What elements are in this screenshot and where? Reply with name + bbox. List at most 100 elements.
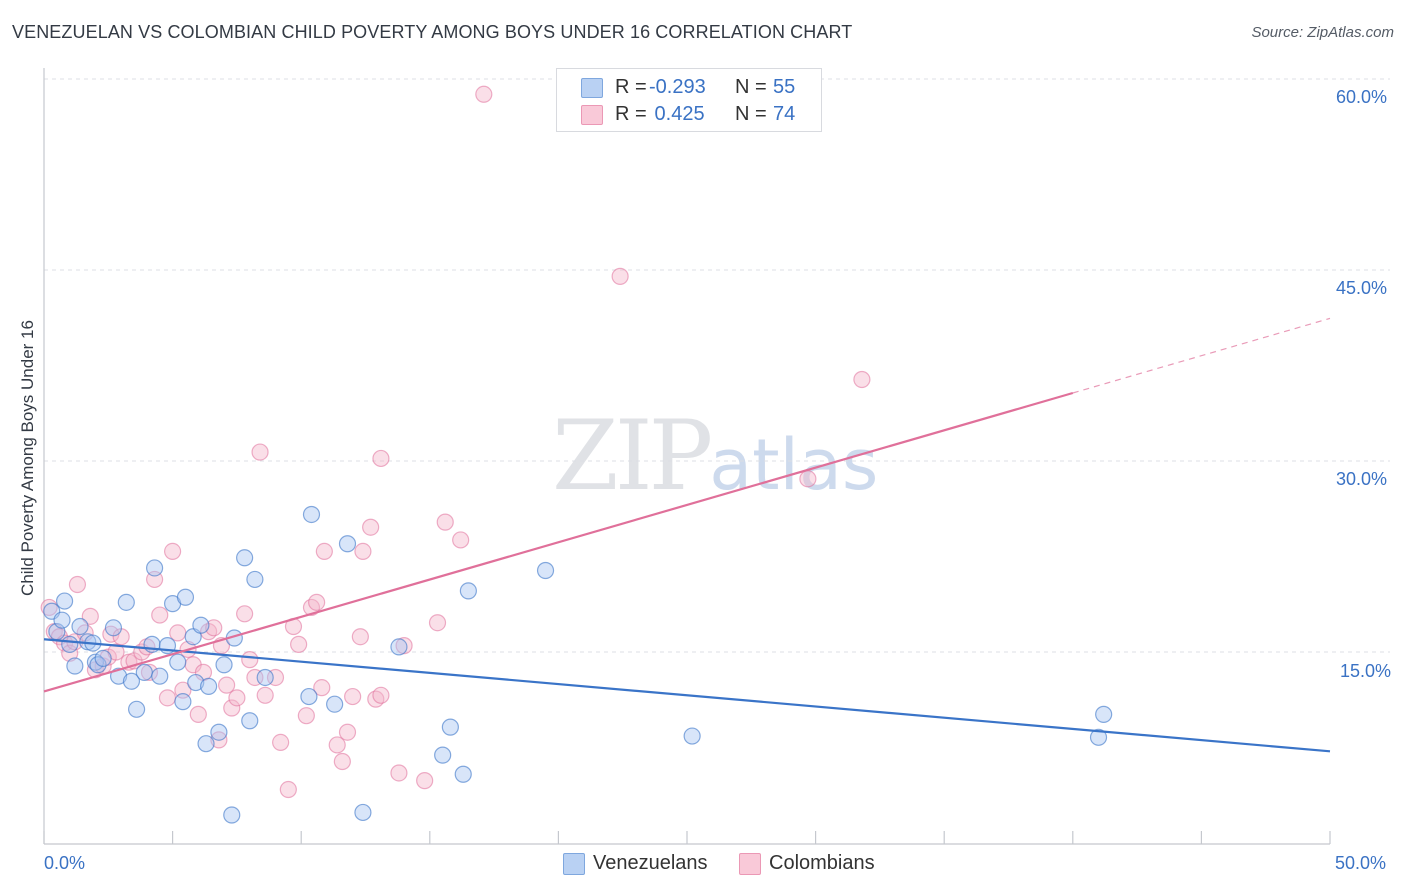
venezuelan-point <box>256 668 274 687</box>
colombian-point <box>799 470 817 488</box>
colombian-point <box>853 370 871 389</box>
colombian-point <box>68 575 87 594</box>
colombian-point <box>344 687 362 706</box>
colombian-point <box>241 651 259 669</box>
venezuelan-point <box>215 656 233 674</box>
venezuelan-point <box>94 649 112 667</box>
venezuelan-point <box>236 549 254 567</box>
venezuelan-point <box>338 535 357 553</box>
chart-title: VENEZUELAN VS COLOMBIAN CHILD POVERTY AM… <box>12 22 853 42</box>
colombian-point <box>372 449 390 468</box>
colombian-point <box>611 267 629 285</box>
colombian-point <box>279 780 297 799</box>
colombian-point <box>354 542 372 561</box>
venezuelan-point <box>354 803 372 822</box>
colombian-point <box>189 705 207 723</box>
legend-n-label: N = <box>735 103 767 125</box>
venezuelan-point <box>151 667 169 685</box>
venezuelan-point <box>200 677 218 695</box>
colombian-point <box>308 593 326 611</box>
venezuelan-point <box>197 735 215 753</box>
venezuelan-point <box>71 617 89 636</box>
venezuelan-point <box>109 667 128 685</box>
y-axis-label: Child Poverty Among Boys Under 16 <box>18 320 37 596</box>
venezuelan-point <box>223 806 241 824</box>
trend-lines <box>43 317 1331 753</box>
y-tick-label-15: 15.0% <box>1340 661 1392 681</box>
colombian-point <box>302 598 321 617</box>
colombian-point <box>236 605 254 623</box>
colombian-point <box>140 663 159 681</box>
correlation-legend: R = -0.293 N = 55 R = 0.425 N = 74 <box>556 68 822 132</box>
colombian-point <box>256 686 274 704</box>
colombian-point <box>297 707 315 725</box>
venezuelan-point <box>53 611 71 629</box>
axes <box>43 68 1331 845</box>
legend-n-value: 74 <box>773 103 796 125</box>
venezuelan-point <box>174 693 192 711</box>
venezuelan-points <box>43 505 1113 824</box>
y-tick-label-45: 45.0% <box>1336 278 1388 298</box>
venezuelan-point <box>434 746 452 764</box>
venezuelan-point <box>145 559 164 577</box>
source-label: Source: ZipAtlas.com <box>1251 24 1394 41</box>
venezuelan-point <box>302 505 321 524</box>
watermark: ZIPatlas <box>552 400 878 512</box>
colombian-point <box>218 676 236 694</box>
colombian-point <box>272 733 290 752</box>
venezuelan-point <box>536 561 555 580</box>
colombian-trend-line <box>43 391 1074 693</box>
x-tick-label-max: 50.0% <box>1335 853 1387 873</box>
colombians-swatch <box>739 853 761 875</box>
venezuelan-point <box>1095 705 1113 723</box>
colombian-point <box>151 606 169 624</box>
colombian-point <box>333 752 351 771</box>
colombian-point <box>228 689 246 707</box>
y-tick-label-30: 30.0% <box>1336 469 1388 489</box>
venezuelan-trend-line <box>43 638 1331 753</box>
venezuelan-point <box>241 712 259 730</box>
venezuelan-point <box>459 582 477 600</box>
x-tick-label-min: 0.0% <box>44 853 86 873</box>
venezuelan-point <box>454 765 472 783</box>
legend-n-value: 55 <box>773 76 796 98</box>
venezuelans-swatch <box>563 853 585 875</box>
colombian-point <box>315 542 333 561</box>
colombian-point <box>164 542 182 561</box>
legend-r-label: R = <box>615 103 647 125</box>
legend-swatch-venezuelans <box>581 78 603 98</box>
legend-r-value: 0.425 <box>649 103 705 125</box>
colombian-point <box>251 443 269 461</box>
venezuelan-point <box>246 570 264 589</box>
y-tick-label-60: 60.0% <box>1336 87 1388 107</box>
watermark-atlas: atlas <box>709 424 879 506</box>
colombian-point <box>452 531 470 549</box>
legend-r-label: R = <box>615 76 647 98</box>
legend-r-value: -0.293 <box>649 76 706 98</box>
venezuelan-point <box>66 657 84 675</box>
colombian-point <box>351 628 369 646</box>
venezuelan-point <box>104 619 123 637</box>
watermark-zip: ZIP <box>552 400 713 512</box>
venezuelans-label: Venezuelans <box>593 852 708 874</box>
colombian-point <box>290 635 308 653</box>
colombian-point <box>372 686 390 704</box>
venezuelan-point <box>55 592 74 610</box>
legend-swatch-colombians <box>581 105 603 125</box>
venezuelan-point <box>300 687 318 706</box>
venezuelan-point <box>169 653 187 671</box>
colombian-point <box>223 699 241 717</box>
colombian-point <box>81 607 99 625</box>
venezuelan-point <box>127 700 146 718</box>
colombian-point <box>362 518 380 536</box>
colombians-label: Colombians <box>769 852 875 874</box>
venezuelan-point <box>441 718 459 736</box>
colombian-point <box>313 679 331 697</box>
venezuelan-point <box>210 723 228 741</box>
venezuelan-point <box>187 673 205 692</box>
colombian-trend-line-extrapolated <box>1072 317 1331 394</box>
colombian-point <box>158 689 177 707</box>
venezuelan-point <box>122 672 141 690</box>
colombian-point <box>390 764 408 782</box>
